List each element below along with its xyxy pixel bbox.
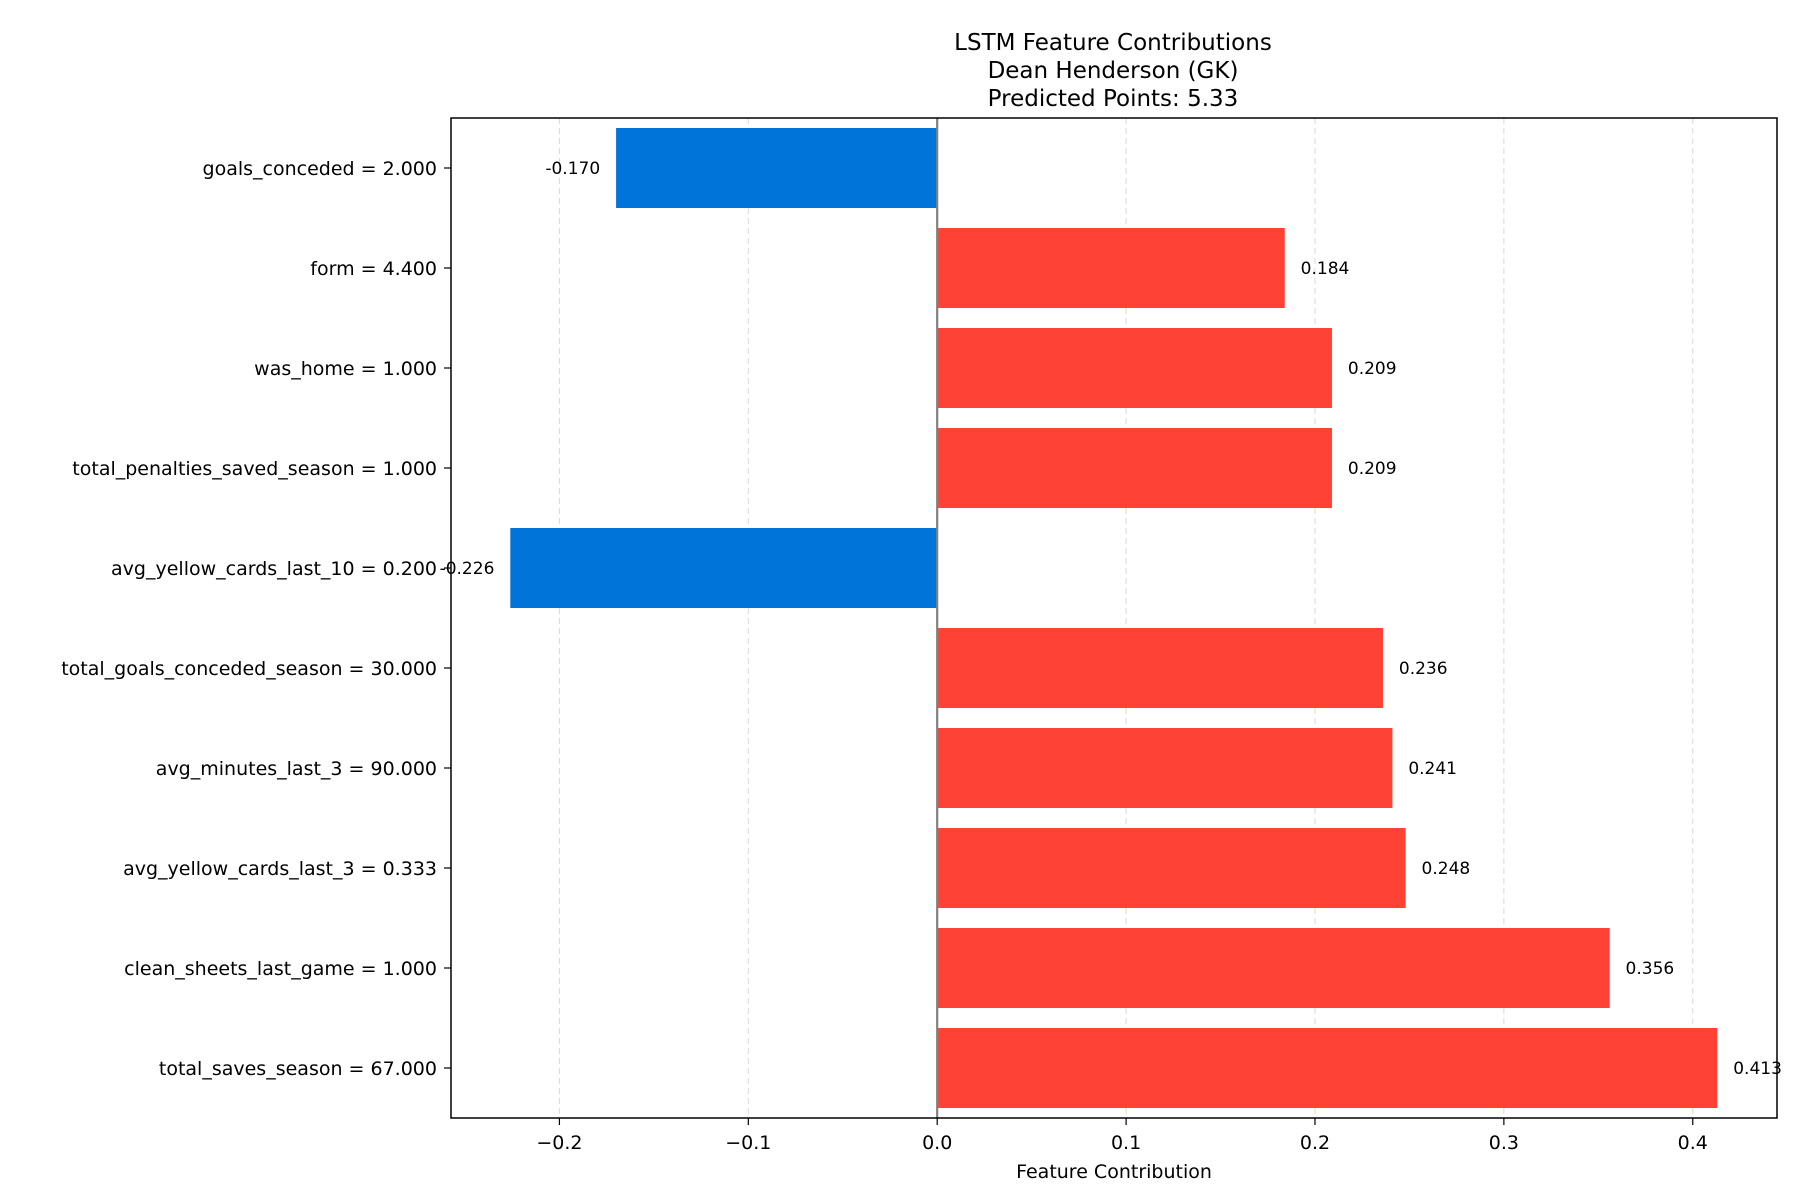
- bar: [937, 728, 1393, 808]
- bar: [937, 828, 1406, 908]
- x-axis-label: Feature Contribution: [1016, 1161, 1212, 1183]
- x-tick-label: −0.1: [725, 1132, 771, 1154]
- plot-frame: [450, 117, 1778, 1119]
- x-tick-label: 0.3: [1489, 1132, 1519, 1154]
- data-label: 0.184: [1301, 259, 1350, 279]
- y-tick-label: clean_sheets_last_game = 1.000: [124, 958, 437, 980]
- bar: [510, 528, 938, 608]
- chart-title: LSTM Feature Contributions Dean Henderso…: [954, 30, 1272, 112]
- data-label: 0.209: [1348, 459, 1397, 479]
- chart-title-line-3: Predicted Points: 5.33: [988, 86, 1239, 112]
- bar: [616, 128, 938, 208]
- y-tick-label: total_saves_season = 67.000: [159, 1058, 437, 1080]
- data-label: -0.170: [545, 159, 600, 179]
- y-tick-label: form = 4.400: [310, 258, 437, 280]
- bar: [937, 328, 1332, 408]
- data-label: 0.248: [1422, 859, 1471, 879]
- x-tick-label: 0.2: [1300, 1132, 1330, 1154]
- x-tick-label: 0.1: [1111, 1132, 1141, 1154]
- bars: [510, 128, 1718, 1108]
- bar: [937, 628, 1383, 708]
- chart-title-line-2: Dean Henderson (GK): [988, 58, 1239, 84]
- x-tick-label: 0.0: [922, 1132, 952, 1154]
- y-tick-label: goals_conceded = 2.000: [203, 158, 437, 180]
- bar: [937, 1028, 1718, 1108]
- data-label: 0.356: [1626, 959, 1675, 979]
- bar: [937, 428, 1332, 508]
- y-tick-label: avg_yellow_cards_last_10 = 0.200: [111, 558, 437, 580]
- chart-title-line-1: LSTM Feature Contributions: [954, 30, 1272, 56]
- y-tick-label: total_penalties_saved_season = 1.000: [72, 458, 437, 480]
- bar: [937, 928, 1610, 1008]
- x-tick-label: 0.4: [1678, 1132, 1708, 1154]
- x-axis-ticks: −0.2 −0.1 0.0 0.1 0.2 0.3 0.4: [536, 1118, 1708, 1154]
- data-labels: -0.170 0.184 0.209 0.209 -0.226 0.236 0.241 0.2…: [440, 159, 1782, 1079]
- y-tick-label: avg_minutes_last_3 = 90.000: [156, 758, 437, 780]
- bar: [937, 228, 1285, 308]
- y-tick-label: avg_yellow_cards_last_3 = 0.333: [123, 858, 437, 880]
- data-label: -0.226: [440, 559, 495, 579]
- data-label: 0.236: [1399, 659, 1448, 679]
- y-tick-label: total_goals_conceded_season = 30.000: [61, 658, 437, 680]
- y-tick-label: was_home = 1.000: [254, 358, 437, 380]
- data-label: 0.241: [1408, 759, 1457, 779]
- data-label: 0.413: [1733, 1059, 1782, 1079]
- data-label: 0.209: [1348, 359, 1397, 379]
- y-tick-labels: goals_conceded = 2.000 form = 4.400 was_ho…: [61, 158, 451, 1080]
- x-tick-label: −0.2: [536, 1132, 582, 1154]
